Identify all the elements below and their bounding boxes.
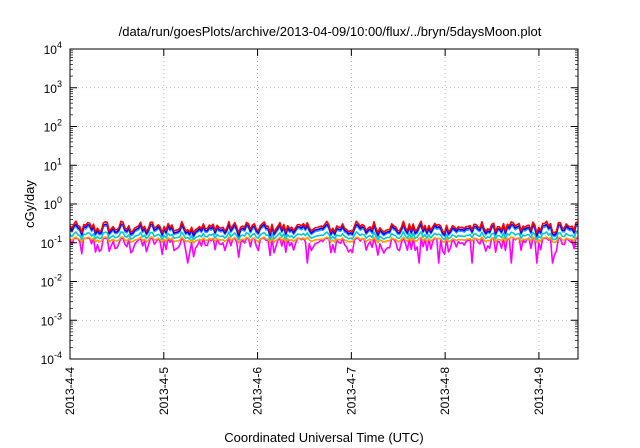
- series-line: [69, 231, 579, 241]
- y-tick-label: 101: [44, 156, 62, 173]
- y-tick-label: 10-4: [41, 350, 62, 367]
- chart-title: /data/run/goesPlots/archive/2013-04-09/1…: [119, 24, 542, 39]
- x-tick-label: 2013-4-4: [63, 367, 77, 415]
- y-axis-label: cGy/day: [22, 180, 37, 228]
- x-axis-ticks: 2013-4-4 2013-4-5 2013-4-6 2013-4-7 2013-4-8…: [63, 49, 546, 415]
- x-tick-label: 2013-4-5: [157, 367, 171, 415]
- y-axis-ticks: 104 103 102 101 100 10-1 10-2 10-3 10-4: [41, 40, 578, 367]
- x-tick-label: 2013-4-9: [532, 367, 546, 415]
- series-line: [69, 236, 579, 244]
- x-axis-label: Coordinated Universal Time (UTC): [224, 430, 423, 445]
- y-tick-label: 10-3: [41, 311, 62, 328]
- y-tick-label: 104: [44, 40, 62, 57]
- gridlines: [70, 49, 578, 359]
- y-tick-label: 10-1: [41, 234, 62, 251]
- y-tick-label: 100: [44, 195, 62, 212]
- y-tick-label: 103: [44, 79, 62, 96]
- x-tick-label: 2013-4-6: [251, 367, 265, 415]
- series-line: [69, 223, 579, 237]
- series-line: [69, 220, 579, 234]
- x-tick-label: 2013-4-7: [344, 367, 358, 415]
- x-tick-label: 2013-4-8: [438, 367, 452, 415]
- y-tick-label: 102: [44, 118, 62, 135]
- y-tick-label: 10-2: [41, 273, 62, 290]
- series-layer: [69, 220, 579, 264]
